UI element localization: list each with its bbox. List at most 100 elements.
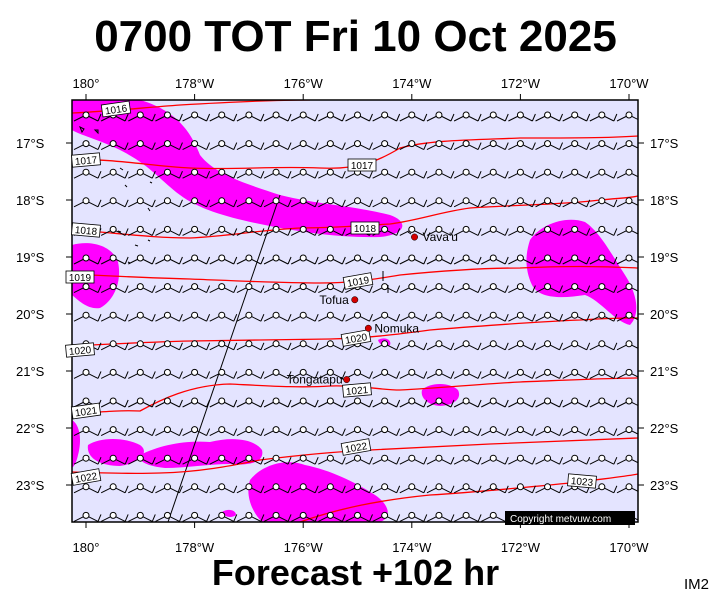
wind-barb-flag	[396, 113, 401, 122]
station-circle	[489, 340, 497, 348]
wind-barb-flag	[504, 285, 509, 293]
wind-barb-flag	[559, 485, 564, 493]
isobar-label: 1020	[65, 342, 95, 358]
wind-barb-flag	[531, 171, 536, 179]
wind-barb-flag	[233, 199, 238, 207]
station-circle	[435, 111, 443, 119]
wind-barb-flag	[477, 342, 482, 350]
wind-barb-flag	[124, 399, 129, 408]
isobar-line	[72, 437, 638, 475]
isobar-label: 1019	[342, 272, 374, 290]
station-circle	[571, 397, 579, 405]
station-circle	[544, 111, 552, 119]
station-circle	[489, 511, 497, 519]
station-circle	[272, 225, 280, 233]
isobar-label: 1019	[65, 270, 95, 284]
station-circle	[435, 340, 443, 348]
station-circle	[571, 454, 579, 462]
station-circle	[326, 254, 334, 262]
station-circle	[625, 397, 633, 405]
rain-area	[72, 100, 403, 238]
station-circle	[435, 283, 443, 291]
wind-barb-flag	[559, 228, 564, 236]
station-circle	[381, 111, 389, 119]
station-circle	[516, 454, 524, 462]
wind-barb-flag	[450, 342, 455, 350]
station-circle	[435, 197, 443, 205]
station-circle	[163, 397, 171, 405]
station-circle	[109, 483, 117, 491]
wind-barb-flag	[314, 428, 319, 436]
wind-barb-flag	[369, 399, 373, 408]
wind-barb-flag	[396, 514, 401, 522]
station-circle	[625, 283, 633, 291]
wind-barb-flag	[586, 142, 591, 150]
wind-barb-flag	[151, 199, 156, 207]
wind-barb-flag	[613, 171, 618, 179]
wind-barb-flag	[124, 428, 129, 436]
station-circle	[191, 311, 199, 319]
station-circle	[136, 483, 144, 491]
station-circle	[272, 254, 280, 262]
station-circle	[354, 140, 361, 148]
isobar-label: 1017	[347, 158, 377, 172]
station-circle	[326, 283, 334, 291]
station-circle	[544, 283, 552, 291]
station-circle	[326, 111, 334, 119]
wind-barb-flag	[369, 428, 373, 436]
station-circle	[218, 111, 226, 119]
wind-barb-flag	[559, 371, 564, 379]
isobar-label-text: 1021	[74, 405, 98, 419]
isobar-label-box	[342, 272, 374, 290]
wind-barb-flag	[641, 171, 644, 178]
wind-barb-flag	[450, 399, 455, 408]
wind-barb-flag	[97, 485, 102, 493]
copyright-text: Copyright metvuw.com	[510, 514, 611, 525]
station-circle	[408, 340, 416, 348]
latitude-label: 17°S	[16, 136, 45, 151]
station-circle	[571, 254, 579, 262]
station-circle	[516, 340, 524, 348]
station-circle	[354, 483, 361, 491]
station-circle	[218, 140, 226, 148]
wind-barb-flag	[341, 142, 346, 150]
place-label: Tofua	[319, 293, 349, 307]
wind-barb-flag	[613, 485, 618, 493]
wind-barb-flag	[124, 371, 129, 379]
wind-barb-flag	[369, 142, 373, 150]
wind-barb-flag	[178, 142, 183, 150]
isobar-label-text: 1022	[344, 441, 368, 456]
wind-barb-flag	[151, 142, 156, 150]
wind-barb-flag	[396, 199, 401, 207]
station-circle	[489, 140, 497, 148]
wind-barb-flag	[369, 314, 373, 322]
isobar-label-box	[347, 158, 377, 172]
station-circle	[245, 111, 253, 119]
wind-barb-flag	[314, 314, 319, 322]
station-circle	[408, 140, 416, 148]
station-circle	[109, 225, 117, 233]
latitude-label: 23°S	[16, 478, 45, 493]
wind-barb-flag	[124, 228, 129, 236]
axis-labels: 180° 180° 178°W 178°W 176°W 176°W 174°W 174°W 17…	[16, 76, 679, 555]
wind-barb-flag	[124, 314, 129, 322]
wind-barb-flag	[613, 314, 618, 322]
place-dot	[411, 233, 418, 241]
station-circle	[516, 168, 524, 176]
station-circle	[571, 368, 579, 376]
station-circle	[136, 368, 144, 376]
station-circle	[462, 483, 470, 491]
forecast-label: Forecast +102 hr	[211, 552, 500, 593]
wind-barb-flag	[586, 171, 591, 179]
station-circle	[299, 225, 307, 233]
wind-barb-flag	[178, 171, 183, 179]
wind-barb-flag	[396, 457, 401, 465]
station-circle	[489, 254, 497, 262]
wind-barb-flag	[178, 399, 183, 408]
wind-barb-flag	[396, 485, 401, 493]
isobar-label-text: 1019	[69, 273, 92, 284]
station-circle	[516, 311, 524, 319]
station-circle	[82, 111, 90, 119]
station-circle	[163, 511, 171, 519]
wind-barb-flag	[423, 457, 428, 465]
